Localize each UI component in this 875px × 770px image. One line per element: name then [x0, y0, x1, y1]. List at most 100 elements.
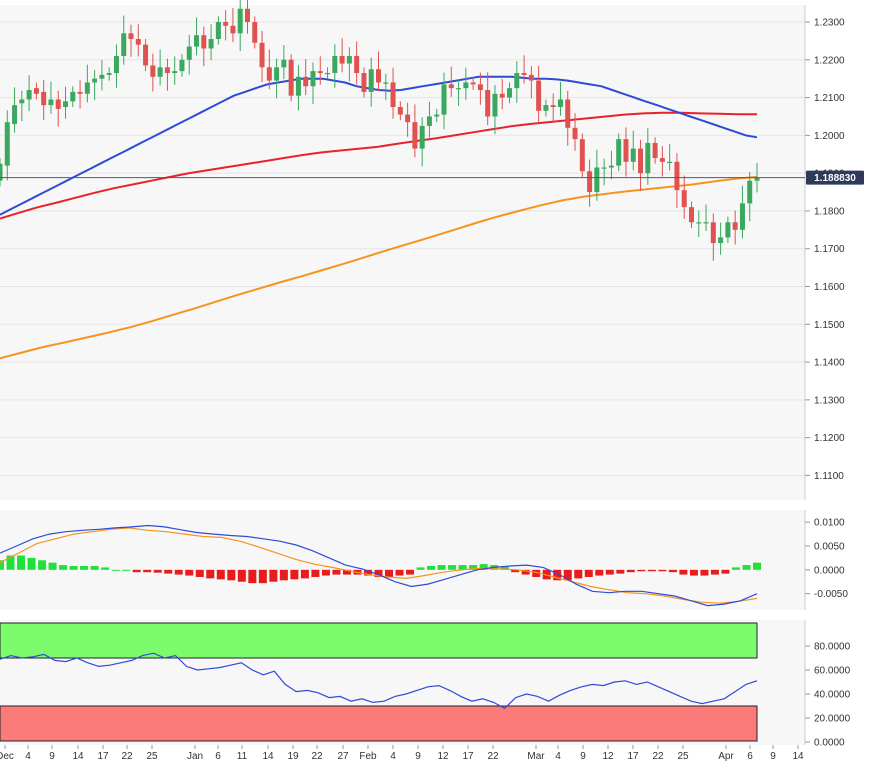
candle-body [332, 56, 338, 74]
x-tick-label: Mar [527, 751, 545, 762]
macd-histogram-bar [132, 569, 141, 573]
macd-histogram-bar [363, 569, 372, 576]
rsi-overbought-zone [0, 622, 758, 659]
candle-body [310, 71, 316, 87]
candle-body [492, 93, 498, 117]
x-tick-label: 9 [415, 751, 421, 762]
macd-histogram-bar [731, 567, 740, 570]
price-tick-label: 1.1500 [814, 320, 845, 331]
macd-histogram-bar [616, 569, 625, 574]
candle-body [354, 56, 360, 74]
candle-body [426, 116, 432, 126]
macd-histogram-bar [395, 569, 404, 576]
candle-body [448, 84, 454, 89]
rsi-tick-label: 20.0000 [814, 714, 851, 725]
candle-body [638, 148, 644, 174]
x-tick-label: Jan [187, 751, 203, 762]
candle-body [77, 91, 83, 94]
candlestick-series[interactable] [0, 0, 760, 261]
x-tick-label: 9 [580, 751, 586, 762]
price-tick-label: 1.1100 [814, 471, 844, 482]
candle-body [135, 39, 141, 45]
x-tick-label: 12 [437, 751, 449, 762]
macd-tick-label: 0.0100 [814, 518, 845, 529]
macd-histogram-bar [48, 562, 57, 570]
candle-body [688, 207, 694, 223]
candle-body [92, 78, 98, 83]
x-tick-label: 25 [677, 751, 689, 762]
x-tick-label: 22 [652, 751, 664, 762]
candle-body [412, 122, 418, 149]
candle-body [346, 56, 352, 64]
candle-body [754, 177, 760, 181]
macd-histogram-bar [269, 569, 278, 582]
price-tick-label: 1.1600 [814, 282, 845, 293]
candle-body [172, 71, 178, 74]
candle-body [143, 44, 149, 66]
candle-body [383, 82, 389, 84]
candle-body [19, 99, 25, 104]
candle-body [601, 167, 607, 169]
price-tick-label: 1.1300 [814, 395, 845, 406]
macd-histogram-bar [469, 565, 478, 570]
candle-body [536, 80, 542, 111]
x-tick-label: 9 [49, 751, 55, 762]
candle-body [128, 33, 134, 40]
last-price-badge: 1.188830 [806, 170, 864, 185]
candle-body [718, 237, 724, 244]
candle-body [732, 222, 738, 230]
candle-body [434, 114, 440, 117]
x-tick-label: 6 [747, 751, 753, 762]
candle-body [194, 35, 200, 47]
price-tick-label: 1.1700 [814, 244, 845, 255]
macd-histogram-bar [710, 569, 719, 575]
macd-histogram-bar [206, 569, 215, 579]
macd-histogram-bar [27, 557, 36, 570]
x-tick-label: 12 [602, 751, 614, 762]
candle-body [477, 84, 483, 91]
macd-histogram-bar [185, 569, 194, 576]
macd-histogram-bar [532, 569, 541, 577]
x-tick-label: 22 [487, 751, 499, 762]
candle-body [565, 99, 571, 128]
candle-body [41, 91, 47, 106]
candle-body [33, 88, 39, 94]
macd-histogram-bar [500, 566, 509, 570]
macd-histogram-bar [237, 569, 246, 582]
price-tick-label: 1.1800 [814, 206, 845, 217]
candle-body [12, 105, 18, 125]
macd-histogram-bar [679, 569, 688, 575]
macd-histogram-bar [248, 569, 257, 584]
macd-histogram-bar [448, 565, 457, 570]
macd-histogram-bar [300, 569, 309, 579]
candle-body [441, 84, 447, 115]
candle-body [528, 74, 534, 81]
x-tick-label: 25 [146, 751, 158, 762]
macd-histogram-bar [689, 569, 698, 576]
macd-tick-label: 0.0050 [814, 541, 845, 552]
macd-histogram-bar [416, 567, 425, 570]
candle-body [99, 74, 105, 79]
x-tick-label: 4 [555, 751, 561, 762]
macd-histogram-bar [511, 569, 520, 573]
candle-body [456, 88, 462, 90]
x-tick-label: 17 [97, 751, 109, 762]
candle-body [514, 73, 520, 89]
macd-histogram-bar [279, 569, 288, 581]
candle-body [485, 90, 491, 117]
x-tick-label: 27 [337, 751, 349, 762]
macd-histogram-bar [595, 569, 604, 576]
x-tick-label: 9 [770, 751, 776, 762]
candle-body [164, 67, 170, 74]
candle-body [84, 82, 90, 94]
candle-body [106, 73, 112, 75]
candle-body [710, 222, 716, 244]
candle-body [288, 59, 294, 96]
candle-body [645, 142, 651, 174]
rsi-line [0, 652, 758, 710]
candle-body [739, 203, 745, 230]
macd-histogram-bar [17, 555, 26, 570]
macd-histogram-bar [668, 569, 677, 573]
candle-body [470, 82, 476, 85]
